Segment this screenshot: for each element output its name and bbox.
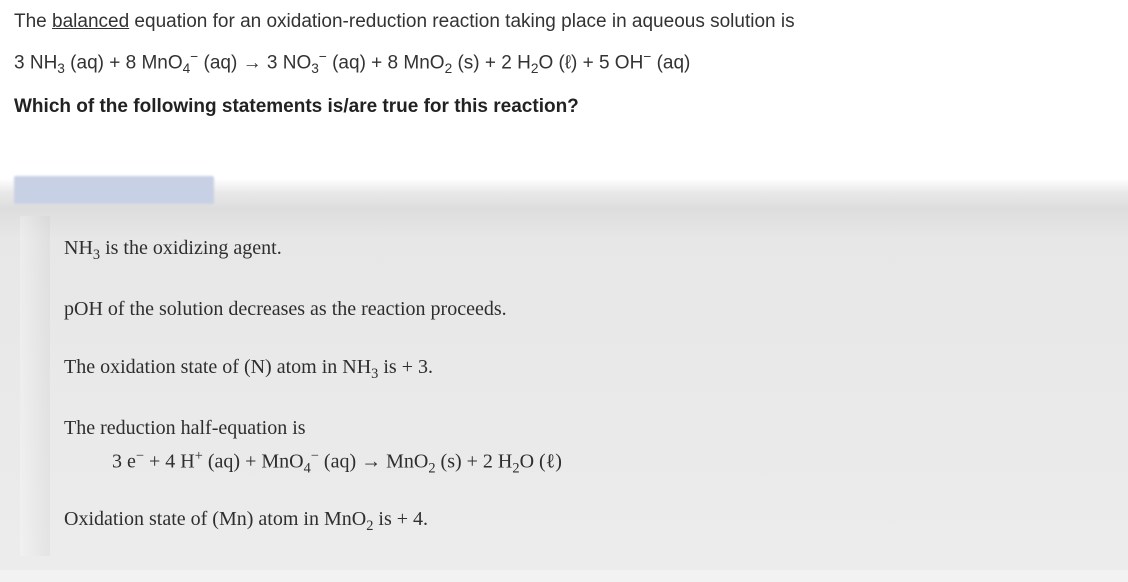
balanced-equation: 3 NH3 (aq) + 8 MnO4− (aq) → 3 NO3− (aq) … <box>14 47 1114 80</box>
option-5[interactable]: Oxidation state of (Mn) atom in MnO2 is … <box>46 505 1114 536</box>
answer-options-section: NH3 is the oxidizing agent. pOH of the s… <box>0 210 1128 570</box>
question-stem-section: The balanced equation for an oxidation-r… <box>0 0 1128 140</box>
question-prompt: Which of the following statements is/are… <box>14 93 1114 122</box>
redacted-block <box>14 176 214 204</box>
option-2[interactable]: pOH of the solution decreases as the rea… <box>46 295 1114 323</box>
option-4-line1: The reduction half-equation is <box>64 414 1114 442</box>
intro-text: The balanced equation for an oxidation-r… <box>14 8 1114 37</box>
option-4[interactable]: The reduction half-equation is 3 e− + 4 … <box>46 414 1114 479</box>
option-1[interactable]: NH3 is the oxidizing agent. <box>46 234 1114 265</box>
option-3[interactable]: The oxidation state of (N) atom in NH3 i… <box>46 353 1114 384</box>
divider-gap <box>0 140 1128 210</box>
checkbox-column-strip <box>20 216 50 556</box>
intro-suffix: equation for an oxidation-reduction reac… <box>129 11 794 32</box>
intro-underlined: balanced <box>52 11 129 32</box>
option-4-line2: 3 e− + 4 H+ (aq) + MnO4− (aq) → MnO2 (s)… <box>64 446 1114 479</box>
intro-prefix: The <box>14 11 52 32</box>
